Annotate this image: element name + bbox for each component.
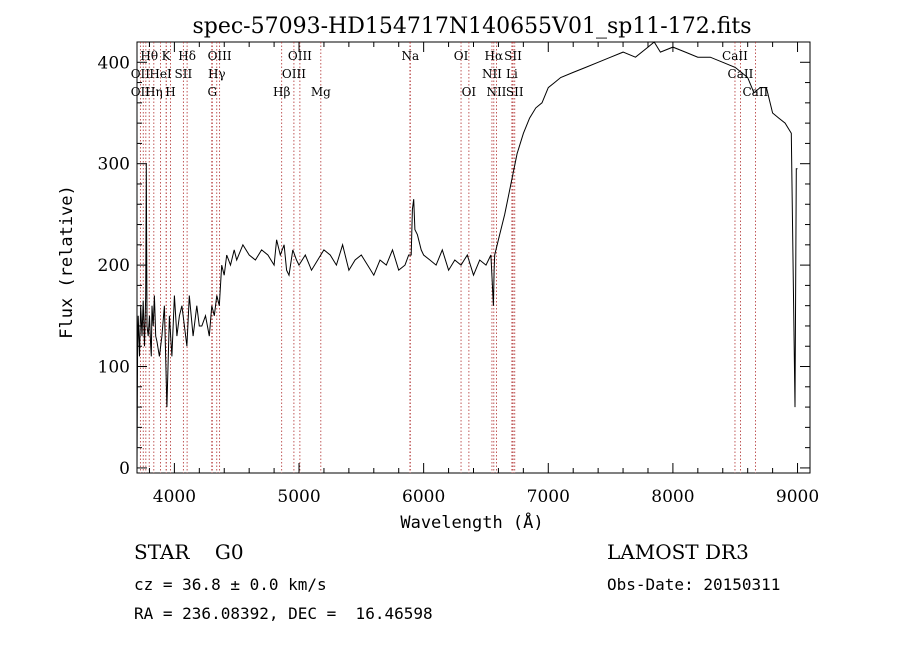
y-tick-label: 200 — [98, 256, 130, 276]
line-label-top: Hα — [485, 49, 504, 63]
y-tick-label: 300 — [98, 155, 130, 175]
y-axis-label: Flux (relative) — [57, 185, 77, 339]
line-label-mid: CaII — [728, 67, 754, 81]
line-label-top: Na — [401, 49, 419, 63]
ra-dec: RA = 236.08392, DEC = 16.46598 — [134, 604, 433, 623]
x-tick-label: 9000 — [776, 487, 819, 507]
line-label-top: OIII — [288, 49, 312, 63]
line-label-mid: OII — [131, 67, 151, 81]
line-label-top: Hθ — [140, 49, 158, 63]
survey-name: LAMOST DR3 — [607, 540, 749, 564]
cz-value: cz = 36.8 ± 0.0 km/s — [134, 575, 327, 594]
line-label-mid: HeI — [149, 67, 172, 81]
y-tick-label: 100 — [98, 358, 130, 378]
line-label-top: OI — [454, 49, 469, 63]
x-tick-label: 6000 — [402, 487, 445, 507]
chart-title: spec-57093-HD154717N140655V01_sp11-172.f… — [192, 14, 751, 39]
line-label-mid: OIII — [282, 67, 306, 81]
object-class: STAR G0 — [134, 540, 244, 564]
line-label-mid: Hγ — [208, 67, 226, 81]
line-label-low: NII — [486, 85, 506, 99]
y-tick-label: 0 — [119, 459, 130, 479]
x-tick-label: 5000 — [277, 487, 320, 507]
y-axis-ticks: 0 100 200 300 400 — [98, 53, 810, 479]
x-tick-label: 4000 — [153, 487, 196, 507]
x-axis-label: Wavelength (Å) — [400, 511, 543, 533]
line-label-low: OI — [462, 85, 477, 99]
line-label-low: Hβ — [273, 85, 290, 99]
line-label-top: Hδ — [178, 49, 196, 63]
line-label-mid: SII — [175, 67, 193, 81]
line-label-low: Hη — [145, 85, 163, 99]
line-label-low: H — [165, 85, 175, 99]
flux-series-line — [136, 41, 798, 468]
line-label-mid: Li — [506, 67, 518, 81]
line-label-low: Mg — [311, 85, 331, 99]
x-tick-label: 8000 — [651, 487, 694, 507]
line-label-top: CaII — [722, 49, 748, 63]
line-label-mid: NII — [482, 67, 502, 81]
line-label-top: K — [162, 49, 172, 63]
obs-date: Obs-Date: 20150311 — [607, 575, 781, 594]
line-label-low: G — [207, 85, 217, 99]
y-tick-label: 400 — [98, 53, 130, 73]
line-label-top: OIII — [208, 49, 232, 63]
x-tick-label: 7000 — [527, 487, 570, 507]
line-label-low: SII — [506, 85, 524, 99]
line-label-top: SII — [504, 49, 522, 63]
x-axis-ticks: 4000 5000 6000 7000 8000 9000 — [148, 42, 819, 507]
line-label-low: OII — [131, 85, 151, 99]
